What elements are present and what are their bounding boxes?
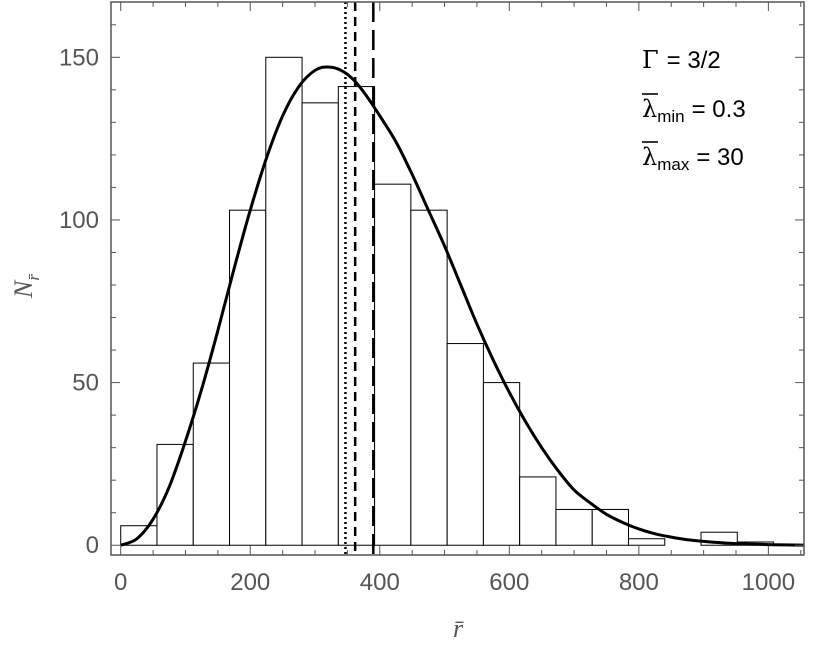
axis-ticks	[111, 2, 804, 555]
histogram-bar-6	[337, 86, 376, 546]
histogram-bar-4	[265, 56, 303, 546]
annotation-lambda-max-symbol: λ	[642, 143, 657, 171]
y-tick-label: 0	[86, 532, 99, 559]
annotation-lambda-min-value: = 0.3	[692, 96, 746, 123]
histogram-bar-1	[156, 443, 194, 546]
annotation-lambda-max-sub: max	[657, 155, 690, 174]
annotation-lambda-max: λmax = 30	[642, 143, 744, 174]
x-tick-label: 200	[230, 569, 270, 596]
y-axis-title-sub: r̄	[24, 273, 43, 281]
y-axis-title: Nr̄	[9, 273, 43, 299]
y-tick-label: 150	[59, 44, 99, 71]
annotation-gamma-symbol: Γ	[642, 46, 659, 74]
histogram-bar-5	[301, 102, 339, 546]
y-tick-label: 100	[59, 207, 99, 234]
annotation-lambda-max-value: = 30	[696, 144, 743, 171]
histogram-bar-11	[519, 476, 557, 546]
x-tick-label: 400	[360, 569, 400, 596]
x-tick-label: 1000	[742, 569, 795, 596]
fit-curve	[120, 65, 805, 547]
parameter-annotations: Γ = 3/2 λmin = 0.3 λmax = 30	[642, 46, 746, 174]
vertical-reference-lines	[344, 2, 375, 555]
annotation-lambda-min-symbol: λ	[642, 95, 657, 123]
y-axis-title-main: N	[9, 279, 38, 299]
histogram-bar-10	[482, 382, 521, 546]
histogram-bar-12	[555, 508, 593, 546]
x-tick-label: 800	[619, 569, 659, 596]
histogram-bar-7	[374, 183, 412, 546]
annotation-lambda-min-sub: min	[657, 107, 684, 126]
plot-frame	[110, 1, 805, 556]
annotation-gamma-value: = 3/2	[667, 47, 721, 74]
histogram-bar-8	[410, 209, 448, 546]
x-axis-title: r̄	[453, 614, 464, 643]
annotation-lambda-min: λmin = 0.3	[642, 95, 746, 126]
histogram-bar-14	[627, 538, 666, 546]
x-tick-label: 0	[114, 569, 127, 596]
histogram-bar-2	[192, 362, 231, 546]
x-tick-label: 600	[489, 569, 529, 596]
histogram-bar-9	[446, 343, 484, 546]
histogram-bars	[120, 56, 775, 546]
annotation-gamma: Γ = 3/2	[642, 46, 721, 74]
y-tick-label: 50	[72, 370, 99, 397]
axis-tick-labels: 0 200 400 600 800 1000 0 50 100 150	[59, 44, 795, 596]
